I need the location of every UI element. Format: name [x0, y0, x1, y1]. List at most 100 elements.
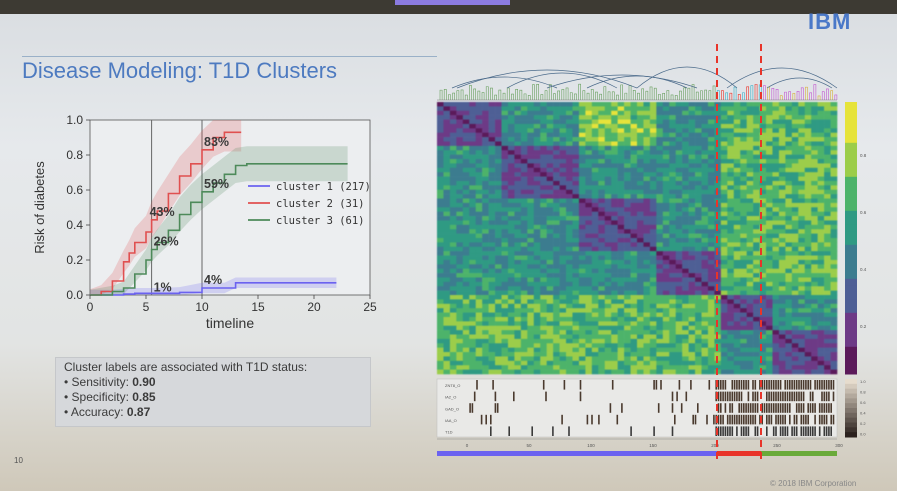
heatmap-cell — [798, 312, 806, 318]
heatmap-cell — [772, 224, 780, 230]
heatmap-cell — [469, 115, 477, 120]
heatmap-cell — [514, 189, 522, 195]
heatmap-cell — [624, 356, 631, 362]
heatmap-cell — [585, 154, 593, 160]
heatmap-cell — [785, 176, 793, 182]
heatmap-cell — [507, 145, 515, 151]
heatmap-cell — [449, 154, 457, 160]
heatmap-cell — [746, 246, 754, 252]
heatmap-cell — [811, 115, 818, 120]
heatmap-cell — [804, 163, 812, 169]
heatmap-cell — [449, 137, 457, 142]
ab-mark — [740, 414, 743, 425]
heatmap-cell — [656, 202, 664, 208]
heatmap-cell — [443, 325, 451, 331]
heatmap-cell — [759, 312, 767, 318]
ab-mark — [777, 403, 780, 413]
heatmap-cell — [462, 189, 470, 195]
heatmap-cell — [495, 137, 502, 142]
heatmap-cell — [727, 316, 735, 322]
heatmap-cell — [527, 211, 535, 217]
heatmap-cell — [617, 356, 625, 362]
ab-mark — [720, 403, 722, 413]
heatmap-cell — [533, 268, 541, 274]
heatmap-cell — [469, 238, 477, 243]
heatmap-cell — [624, 251, 631, 256]
heatmap-cell — [559, 268, 567, 274]
heatmap-cell — [520, 106, 528, 112]
heatmap-cell — [604, 189, 612, 195]
heatmap-cell — [804, 211, 812, 217]
heatmap-cell — [630, 176, 638, 182]
heatmap-cell — [495, 220, 502, 226]
heatmap-cell — [740, 281, 747, 287]
heatmap-cell — [559, 150, 567, 155]
heatmap-cell — [488, 295, 496, 300]
heatmap-cell — [617, 295, 625, 300]
heatmap-cell — [501, 224, 509, 230]
heatmap-cell — [546, 119, 554, 125]
heatmap-cell — [630, 277, 638, 283]
heatmap-cell — [701, 290, 709, 296]
heatmap-cell — [449, 316, 457, 322]
heatmap-cell — [746, 202, 754, 208]
heatmap-cell — [720, 330, 728, 335]
ab-mark — [766, 391, 768, 402]
heatmap-cell — [669, 229, 677, 234]
heatmap-cell — [695, 286, 702, 291]
heatmap-cell — [527, 110, 535, 116]
heatmap-cell — [495, 224, 502, 230]
heatmap-cell — [527, 115, 535, 120]
heatmap-cell — [662, 145, 670, 151]
ab-mark — [743, 380, 745, 390]
heatmap-cell — [798, 211, 806, 217]
heatmap-cell — [546, 224, 554, 230]
heatmap-cell — [753, 246, 760, 252]
ab-mark — [747, 403, 750, 413]
heatmap-cell — [482, 180, 489, 186]
heatmap-cell — [533, 141, 541, 147]
heatmap-cell — [475, 102, 483, 107]
heatmap-cell — [733, 299, 741, 305]
heatmap-cell — [778, 273, 786, 278]
heatmap-cell — [817, 141, 825, 147]
heatmap-cell — [707, 102, 715, 107]
x-axis-label: timeline — [206, 315, 254, 331]
heatmap-cell — [507, 268, 515, 274]
heatmap-cell — [527, 338, 535, 344]
heatmap-cell — [804, 220, 812, 226]
ab-mark — [800, 380, 803, 390]
heatmap-cell — [707, 150, 715, 155]
heatmap-cell — [553, 220, 560, 226]
heatmap-cell — [501, 246, 509, 252]
heatmap-cell — [753, 180, 760, 186]
heatmap-cell — [778, 277, 786, 283]
heatmap-cell — [662, 185, 670, 191]
heatmap-cell — [520, 163, 528, 169]
heatmap-cell — [456, 238, 464, 243]
ab-mark — [805, 414, 807, 425]
heatmap-cell — [682, 295, 689, 300]
heatmap-cell — [540, 167, 547, 173]
heatmap-cell — [701, 303, 709, 309]
heatmap-cell — [714, 172, 722, 177]
heatmap-cell — [791, 132, 799, 138]
heatmap-cell — [727, 281, 735, 287]
heatmap-cell — [798, 110, 806, 116]
heatmap-cell — [714, 180, 722, 186]
heatmap-cell — [669, 251, 677, 256]
heatmap-cell — [824, 343, 831, 348]
heatmap-cell — [778, 216, 786, 221]
heatmap-cell — [675, 102, 683, 107]
heatmap-cell — [727, 365, 735, 370]
heatmap-cell — [714, 159, 722, 164]
heatmap-cell — [682, 211, 689, 217]
heatmap-cell — [759, 211, 767, 217]
status-value: 0.87 — [126, 405, 151, 419]
heatmap-cell — [507, 189, 515, 195]
heatmap-cell — [533, 163, 541, 169]
heatmap-cell — [798, 159, 806, 164]
heatmap-cell — [824, 347, 831, 353]
heatmap-cell — [637, 137, 644, 142]
heatmap-cell — [540, 180, 547, 186]
